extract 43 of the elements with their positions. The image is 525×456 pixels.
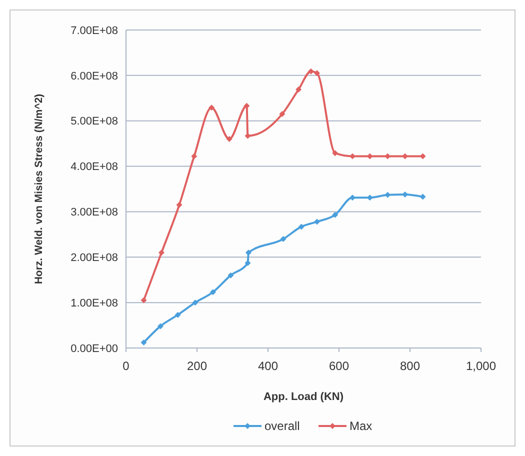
legend-label: overall <box>264 419 300 434</box>
point <box>296 86 302 93</box>
x-tick-label: 800 <box>400 359 420 373</box>
point <box>228 272 234 278</box>
y-tick-label: 7.00E+08 <box>70 24 118 37</box>
point <box>210 289 216 296</box>
point <box>176 202 182 208</box>
point <box>314 70 320 76</box>
point <box>332 150 338 156</box>
point <box>191 153 198 160</box>
y-tick-label: 1.00E+08 <box>70 297 118 310</box>
y-tick-label: 2.00E+08 <box>70 252 118 264</box>
x-tick-label: 0 <box>122 359 130 373</box>
point <box>208 104 215 111</box>
point <box>314 218 320 225</box>
point <box>157 323 164 330</box>
x-axis-title: App. Load (KN) <box>263 391 344 403</box>
y-tick-label: 6.00E+08 <box>70 70 118 82</box>
point <box>332 212 338 218</box>
point <box>349 194 356 201</box>
y-tick-label: 4.00E+08 <box>70 161 118 174</box>
point <box>140 340 147 346</box>
point <box>298 224 304 230</box>
point <box>244 260 251 266</box>
x-tick-label: 400 <box>258 359 278 373</box>
y-tick-label: 5.00E+08 <box>70 116 118 128</box>
point <box>308 68 314 74</box>
point <box>192 300 198 306</box>
point <box>174 312 181 318</box>
point <box>420 194 426 200</box>
x-tick-label: 1,000 <box>466 359 496 373</box>
y-tick-label: 0.00E+00 <box>70 342 118 355</box>
point <box>158 250 164 256</box>
y-tick-label: 3.00E+08 <box>70 206 118 219</box>
point <box>280 236 286 242</box>
point <box>279 111 286 118</box>
y-axis-title: Horz. Weld. von Misies Stress (N/m^2) <box>33 94 45 284</box>
legend-label: Max <box>350 419 372 434</box>
point <box>244 102 250 109</box>
point <box>140 297 147 304</box>
point <box>226 136 232 142</box>
x-tick-label: 200 <box>186 359 208 373</box>
x-tick-label: 600 <box>328 359 350 373</box>
